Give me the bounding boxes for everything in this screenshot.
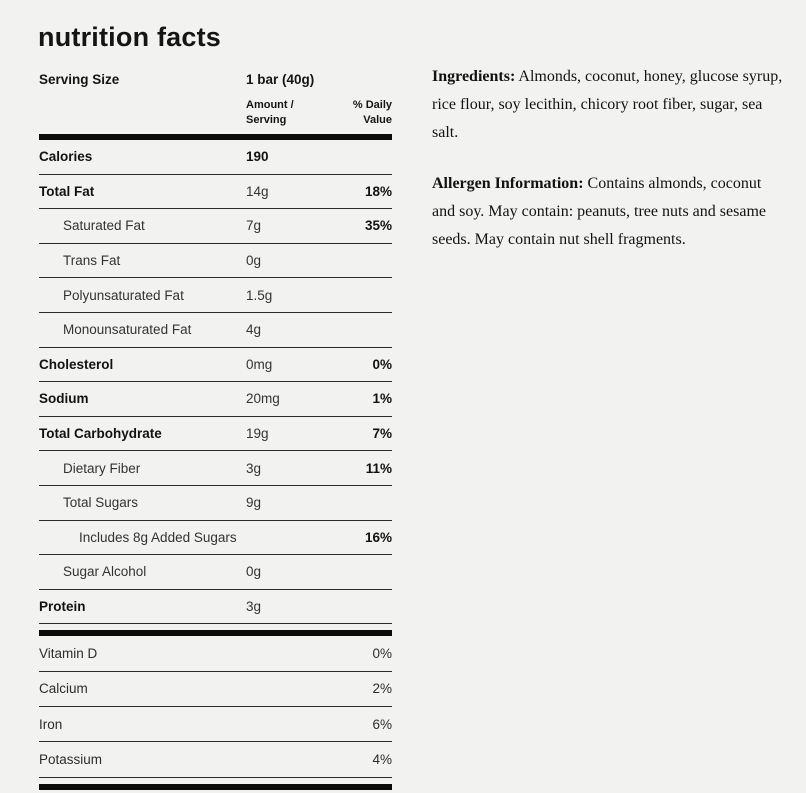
nutrient-daily-value: 0% bbox=[372, 356, 392, 372]
row-calories: Calories 190 bbox=[39, 140, 392, 175]
micronutrient-daily-value: 4% bbox=[372, 752, 392, 768]
nutrient-label: Sodium bbox=[39, 391, 89, 407]
nutrient-amount: 0g bbox=[246, 564, 262, 580]
nutrient-daily-value: 7% bbox=[372, 426, 392, 442]
column-header-daily-value: % Daily Value bbox=[352, 99, 392, 126]
nutrient-amount: 19g bbox=[246, 426, 269, 442]
micronutrient-label: Potassium bbox=[39, 752, 103, 768]
micronutrient-label: Iron bbox=[39, 716, 63, 732]
divider-thick-middle bbox=[39, 630, 392, 637]
ingredients-text: Almonds, coconut, honey, glucose syrup, … bbox=[432, 68, 783, 141]
serving-size-row: Serving Size 1 bar (40g) bbox=[39, 72, 392, 87]
nutrient-daily-value: 11% bbox=[365, 460, 392, 476]
micronutrient-daily-value: 2% bbox=[372, 681, 392, 697]
serving-size-value: 1 bar (40g) bbox=[246, 72, 315, 87]
nutrient-amount: 4g bbox=[246, 322, 262, 338]
nutrient-daily-value: 1% bbox=[372, 391, 392, 407]
allergen-heading: Allergen Information: bbox=[432, 175, 584, 192]
micronutrient-label: Vitamin D bbox=[39, 646, 98, 661]
allergen-text: Contains almonds, coconut and soy. May c… bbox=[432, 175, 766, 248]
serving-size-label: Serving Size bbox=[39, 72, 120, 87]
row-protein: Protein 3g bbox=[39, 590, 392, 625]
nutrient-amount: 0mg bbox=[246, 356, 273, 372]
micronutrient-label: Calcium bbox=[39, 681, 88, 697]
row-saturated-fat: Saturated Fat 7g 35% bbox=[39, 209, 392, 244]
nutrient-label: Saturated Fat bbox=[63, 218, 145, 234]
row-dietary-fiber: Dietary Fiber 3g 11% bbox=[39, 451, 392, 486]
nutrient-amount: 3g bbox=[246, 599, 262, 615]
column-header-row: Amount / Serving % Daily Value bbox=[39, 98, 392, 128]
micronutrient-daily-value: 0% bbox=[372, 646, 392, 661]
nutrient-daily-value: 18% bbox=[364, 183, 392, 199]
nutrient-label: Total Fat bbox=[39, 183, 95, 199]
nutrition-facts-table: Serving Size 1 bar (40g) Amount / Servin… bbox=[39, 72, 392, 790]
nutrient-daily-value: 35% bbox=[364, 218, 392, 234]
nutrient-label: Sugar Alcohol bbox=[63, 564, 147, 580]
nutrient-label: Total Carbohydrate bbox=[39, 426, 162, 442]
row-calcium: Calcium 2% bbox=[39, 672, 392, 708]
micronutrient-daily-value: 6% bbox=[372, 716, 392, 732]
nutrient-label: Calories bbox=[39, 149, 93, 165]
nutrient-label: Polyunsaturated Fat bbox=[63, 287, 184, 303]
nutrient-daily-value: 16% bbox=[364, 529, 392, 545]
nutrient-amount: 7g bbox=[246, 218, 262, 234]
ingredients-heading: Ingredients: bbox=[432, 68, 516, 85]
row-trans-fat: Trans Fat 0g bbox=[39, 244, 392, 279]
nutrient-label: Dietary Fiber bbox=[63, 460, 141, 476]
row-potassium: Potassium 4% bbox=[39, 742, 392, 778]
nutrient-label: Monounsaturated Fat bbox=[63, 322, 192, 338]
nutrient-amount: 0g bbox=[246, 253, 262, 269]
row-monounsaturated-fat: Monounsaturated Fat 4g bbox=[39, 313, 392, 348]
row-polyunsaturated-fat: Polyunsaturated Fat 1.5g bbox=[39, 278, 392, 313]
row-sodium: Sodium 20mg 1% bbox=[39, 382, 392, 417]
row-sugar-alcohol: Sugar Alcohol 0g bbox=[39, 555, 392, 590]
nutrient-amount: 20mg bbox=[246, 391, 280, 407]
nutrient-amount: 190 bbox=[246, 149, 269, 165]
row-total-carbohydrate: Total Carbohydrate 19g 7% bbox=[39, 417, 392, 452]
row-vitamin-d: Vitamin D 0% bbox=[39, 636, 392, 672]
column-header-amount: Amount / Serving bbox=[246, 99, 294, 126]
ingredients-paragraph: Ingredients: Almonds, coconut, honey, gl… bbox=[432, 63, 784, 147]
nutrient-amount: 1.5g bbox=[246, 287, 273, 303]
row-cholesterol: Cholesterol 0mg 0% bbox=[39, 348, 392, 383]
nutrient-label: Includes 8g Added Sugars bbox=[79, 529, 237, 545]
nutrient-label: Protein bbox=[39, 599, 86, 615]
nutrient-label: Trans Fat bbox=[63, 253, 121, 269]
product-info-column: Ingredients: Almonds, coconut, honey, gl… bbox=[432, 63, 784, 277]
nutrient-amount: 3g bbox=[246, 460, 262, 476]
divider-thick-top bbox=[39, 134, 392, 140]
nutrient-amount: 14g bbox=[246, 183, 269, 199]
nutrient-label: Cholesterol bbox=[39, 356, 114, 372]
allergen-paragraph: Allergen Information: Contains almonds, … bbox=[432, 170, 784, 254]
row-iron: Iron 6% bbox=[39, 707, 392, 743]
nutrient-label: Total Sugars bbox=[63, 495, 139, 511]
row-added-sugars: Includes 8g Added Sugars 16% bbox=[39, 521, 392, 556]
row-total-fat: Total Fat 14g 18% bbox=[39, 175, 392, 210]
nutrient-amount: 9g bbox=[246, 495, 262, 511]
page-title: nutrition facts bbox=[38, 22, 221, 53]
divider-thick-bottom bbox=[39, 783, 392, 790]
row-total-sugars: Total Sugars 9g bbox=[39, 486, 392, 521]
